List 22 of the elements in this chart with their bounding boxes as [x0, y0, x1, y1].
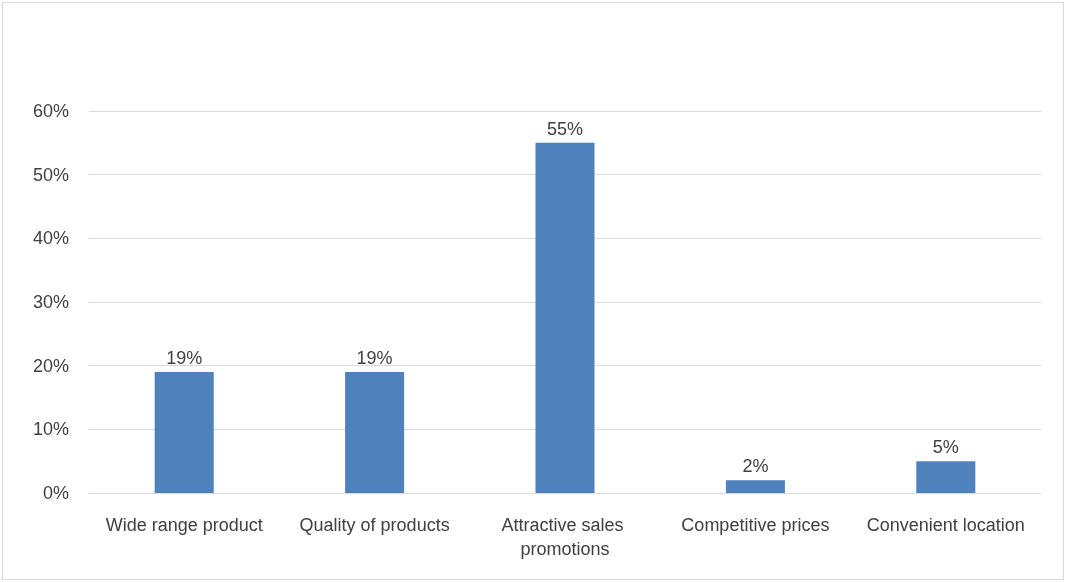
- x-tick-label: Convenient location: [866, 515, 1025, 535]
- bar: [916, 461, 976, 493]
- data-label: 2%: [742, 456, 769, 477]
- y-tick-label: 40%: [32, 228, 69, 249]
- y-tick-label: 50%: [32, 164, 69, 185]
- x-tick-label: Wide range product: [105, 515, 263, 535]
- data-label: 19%: [166, 348, 203, 369]
- x-tick-label: Attractive sales promotions: [501, 515, 629, 559]
- y-tick-label: 60%: [32, 101, 69, 121]
- data-label: 55%: [546, 118, 584, 139]
- data-label: 5%: [932, 437, 959, 458]
- y-tick-label: 10%: [32, 419, 69, 440]
- bar: [725, 480, 785, 493]
- bar: [345, 372, 405, 493]
- x-tick-label: Competitive prices: [681, 515, 830, 535]
- y-tick-label: 0%: [42, 483, 69, 503]
- data-label: 19%: [356, 348, 393, 369]
- y-tick-label: 30%: [32, 292, 69, 312]
- x-tick-label: Quality of products: [299, 515, 450, 535]
- bar: [535, 142, 595, 493]
- bar: [154, 372, 214, 493]
- y-tick-label: 20%: [32, 355, 69, 376]
